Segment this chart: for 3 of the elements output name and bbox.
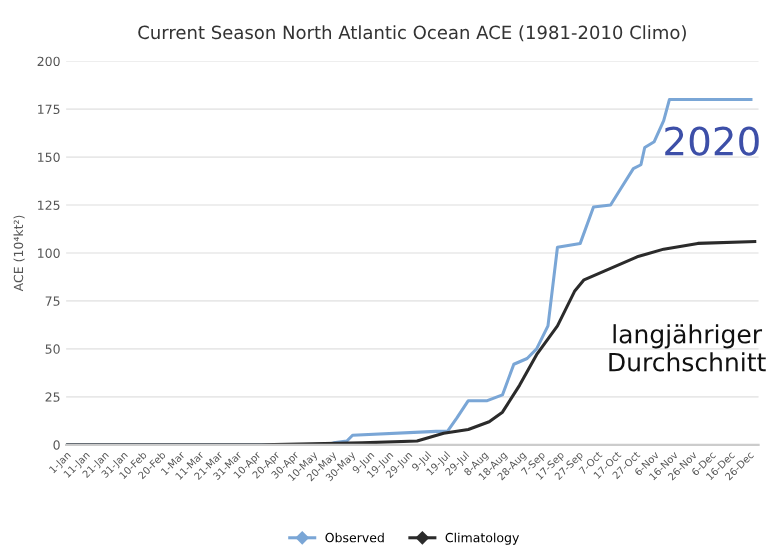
chart-title: Current Season North Atlantic Ocean ACE (1981-2010 Climo) bbox=[138, 25, 686, 42]
annotation: langjähriger Durchschnitt bbox=[609, 324, 766, 372]
annotation: 2020 bbox=[665, 126, 759, 156]
